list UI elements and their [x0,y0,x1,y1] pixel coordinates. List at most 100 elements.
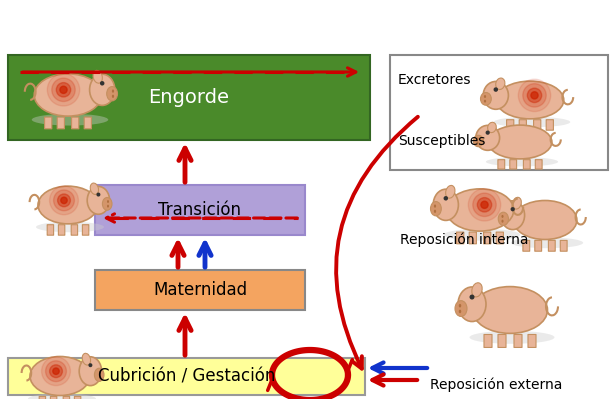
Ellipse shape [443,229,520,241]
Ellipse shape [112,95,114,98]
FancyBboxPatch shape [519,120,526,130]
FancyBboxPatch shape [71,117,79,129]
Ellipse shape [90,183,99,194]
FancyBboxPatch shape [39,396,46,399]
Circle shape [41,357,70,385]
Circle shape [518,79,551,112]
FancyBboxPatch shape [484,334,492,348]
FancyBboxPatch shape [498,334,506,348]
FancyBboxPatch shape [45,117,52,129]
FancyBboxPatch shape [82,225,89,235]
Ellipse shape [498,212,509,225]
FancyBboxPatch shape [57,117,65,129]
Ellipse shape [99,371,101,374]
Ellipse shape [87,186,110,214]
Circle shape [53,368,59,374]
Bar [95,185,305,235]
Ellipse shape [431,201,441,216]
Ellipse shape [99,376,101,379]
Circle shape [88,363,92,367]
Ellipse shape [513,201,577,239]
FancyBboxPatch shape [528,334,536,348]
Ellipse shape [447,189,514,231]
Ellipse shape [488,125,552,159]
Circle shape [57,194,70,207]
Text: Reposición externa: Reposición externa [430,378,562,392]
Ellipse shape [501,220,504,223]
Ellipse shape [30,356,90,395]
Ellipse shape [433,189,458,220]
FancyBboxPatch shape [457,232,464,244]
Circle shape [470,294,475,300]
FancyBboxPatch shape [51,396,57,399]
Circle shape [511,207,515,211]
Ellipse shape [112,89,114,93]
FancyBboxPatch shape [534,120,541,130]
Ellipse shape [458,287,486,322]
Ellipse shape [493,117,570,127]
Ellipse shape [38,186,98,224]
Ellipse shape [446,186,455,198]
Ellipse shape [487,122,497,132]
FancyBboxPatch shape [548,240,555,251]
Ellipse shape [36,222,104,232]
Ellipse shape [102,198,112,210]
Ellipse shape [476,142,479,144]
FancyBboxPatch shape [59,225,65,235]
Ellipse shape [512,197,522,209]
FancyBboxPatch shape [84,117,92,129]
FancyBboxPatch shape [535,240,542,251]
Circle shape [46,361,66,381]
Ellipse shape [483,81,508,109]
Ellipse shape [484,100,486,103]
Ellipse shape [470,331,554,344]
Bar [390,55,608,170]
Ellipse shape [28,393,96,399]
FancyBboxPatch shape [561,240,567,251]
Ellipse shape [473,135,484,147]
Ellipse shape [511,237,583,248]
Text: Transición: Transición [159,201,242,219]
Circle shape [468,189,501,221]
Circle shape [443,196,448,201]
Ellipse shape [473,286,548,334]
Circle shape [60,86,67,93]
FancyBboxPatch shape [510,160,517,169]
Text: Excretores: Excretores [398,73,472,87]
Circle shape [49,365,62,377]
Ellipse shape [107,200,109,203]
Text: Cubrición / Gestación: Cubrición / Gestación [98,367,275,385]
Ellipse shape [481,93,491,105]
Ellipse shape [484,95,486,98]
Ellipse shape [501,215,504,218]
FancyBboxPatch shape [469,232,476,244]
FancyBboxPatch shape [47,225,54,235]
Ellipse shape [496,78,505,89]
FancyBboxPatch shape [546,120,553,130]
Bar [95,270,305,310]
Ellipse shape [459,304,461,308]
Ellipse shape [79,357,102,385]
FancyBboxPatch shape [484,232,491,244]
FancyBboxPatch shape [63,396,70,399]
Ellipse shape [459,310,461,313]
Circle shape [52,78,75,101]
FancyBboxPatch shape [74,396,81,399]
Ellipse shape [107,87,118,101]
Bar [8,55,370,140]
Circle shape [48,73,80,106]
FancyBboxPatch shape [498,160,504,169]
Ellipse shape [501,201,525,229]
Circle shape [531,92,538,99]
Ellipse shape [497,81,564,119]
FancyBboxPatch shape [536,160,542,169]
Ellipse shape [82,353,90,365]
Circle shape [481,201,488,208]
Ellipse shape [476,138,479,140]
FancyBboxPatch shape [523,240,529,251]
Ellipse shape [32,114,108,126]
Ellipse shape [107,205,109,207]
Text: Reposición interna: Reposición interna [400,233,528,247]
FancyBboxPatch shape [514,334,522,348]
Ellipse shape [95,368,104,381]
